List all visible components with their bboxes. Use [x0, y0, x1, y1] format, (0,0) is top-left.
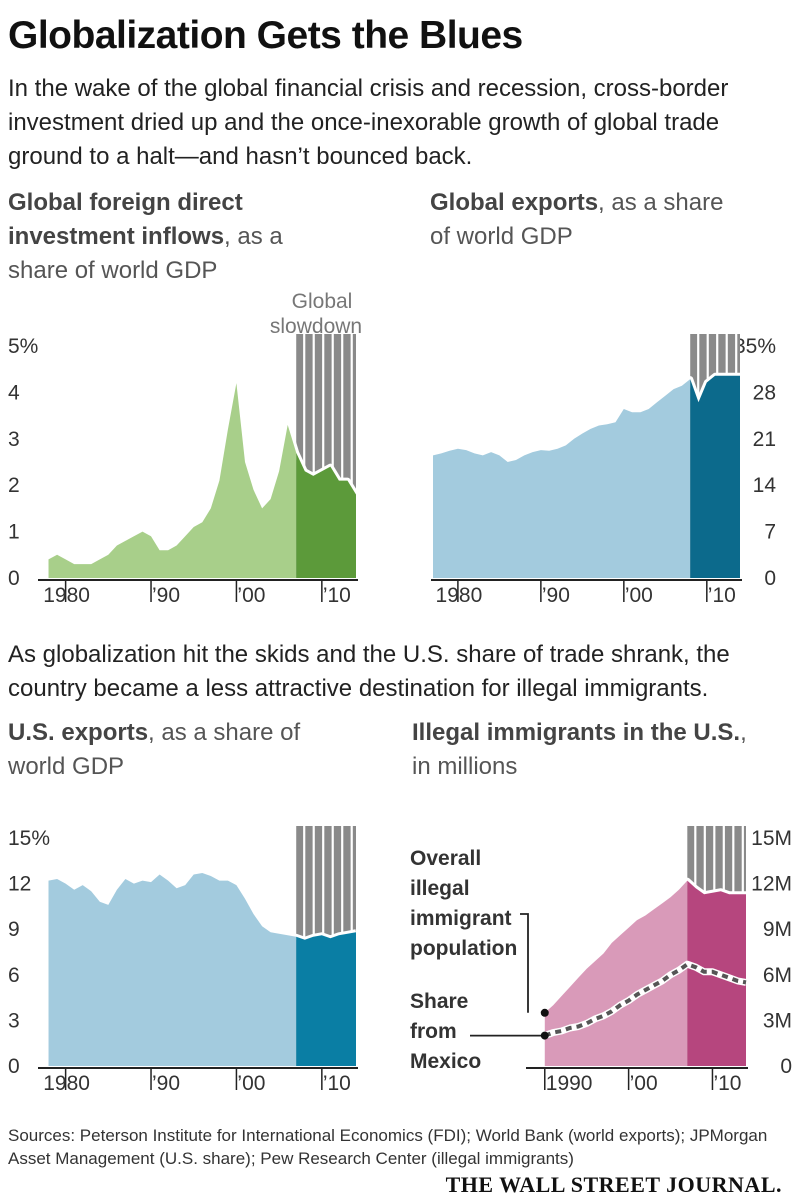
illegal_immigrants-xtick-label: ’00 — [630, 1072, 658, 1095]
us_exports-ytick-label: 6 — [8, 964, 20, 987]
sources-note: Sources: Peterson Institute for Internat… — [8, 1126, 768, 1168]
slowdown-label: Global — [292, 290, 353, 313]
us_exports-xtick-label: 1980 — [43, 1072, 90, 1095]
headline: Globalization Gets the Blues — [8, 14, 523, 57]
world_exports-xtick-label: ’10 — [708, 584, 736, 607]
fdi-ytick-label: 0 — [8, 567, 20, 590]
mid-text: As globalization hit the skids and the U… — [8, 641, 730, 702]
world-exports-chart-title: Global exports, as a share of world GDP — [430, 186, 750, 254]
illegal_immigrants-ytick-label: 9M — [763, 918, 792, 941]
mexico-leader-dot — [540, 1031, 549, 1040]
world_exports-xtick-label: ’00 — [625, 584, 653, 607]
mexico-label: Mexico — [410, 1050, 481, 1073]
us-exports-title-rest: , as a share of world GDP — [8, 719, 301, 780]
world-exports-title-rest: , as a share of world GDP — [430, 189, 724, 250]
world_exports-ytick-label: 28 — [753, 381, 776, 404]
us_exports-ytick-label: 9 — [8, 918, 20, 941]
us-exports-title-bold: U.S. exports — [8, 719, 149, 746]
fdi-area-highlight — [296, 452, 356, 578]
illegal_immigrants-ytick-label: 3M — [763, 1009, 792, 1032]
world_exports-xtick-label: ’90 — [542, 584, 570, 607]
world_exports-ytick-label: 0 — [764, 567, 776, 590]
immigrants-title-rest: , in millions — [412, 719, 747, 780]
us_exports-xtick-label: ’10 — [323, 1072, 351, 1095]
illegal_immigrants-mexico-line — [544, 961, 747, 1038]
overall-label: population — [410, 937, 517, 960]
world_exports-ytick-label: 21 — [753, 428, 776, 451]
us_exports-ytick-label: 0 — [8, 1055, 20, 1078]
us_exports-xtick-label: ’00 — [237, 1072, 265, 1095]
us_exports-ytick-label: 15% — [8, 827, 50, 850]
us_exports-ytick-label: 12 — [8, 873, 31, 896]
world_exports-area-light — [433, 379, 691, 578]
fdi-title-bold: Global foreign direct investment inflows — [8, 189, 243, 250]
fdi-xtick-label: ’10 — [323, 584, 351, 607]
overall-label: immigrant — [410, 907, 512, 930]
us_exports-area-highlight — [296, 932, 356, 1066]
fdi-chart-title: Global foreign direct investment inflows… — [8, 186, 308, 288]
world_exports-ytick-label: 7 — [764, 521, 776, 544]
fdi-ytick-label: 5% — [8, 335, 38, 358]
illegal_immigrants-area-light — [544, 880, 688, 1066]
us-exports-chart-title: U.S. exports, as a share of world GDP — [8, 716, 338, 784]
overall-leader-dot — [540, 1008, 549, 1017]
illegal_immigrants-ytick-label: 0 — [780, 1055, 792, 1078]
illegal_immigrants-ytick-label: 6M — [763, 964, 792, 987]
fdi-ytick-label: 3 — [8, 428, 20, 451]
fdi-xtick-label: ’90 — [152, 584, 180, 607]
us_exports-xtick-label: ’90 — [152, 1072, 180, 1095]
illegal_immigrants-xtick-label: 1990 — [546, 1072, 593, 1095]
mexico-label: Share — [410, 990, 468, 1013]
world_exports-xtick-label: 1980 — [436, 584, 483, 607]
world_exports-ytick-label: 35% — [734, 335, 776, 358]
slowdown-label: slowdown — [270, 315, 362, 338]
illegal_immigrants-ytick-label: 15M — [751, 827, 792, 850]
illegal_immigrants-xtick-label: ’10 — [713, 1072, 741, 1095]
world_exports-area-highlight — [690, 375, 740, 578]
immigrants-title-bold: Illegal immigrants in the U.S. — [412, 719, 741, 746]
overall-label: Overall — [410, 847, 481, 870]
world_exports-ytick-label: 14 — [753, 474, 777, 497]
fdi-area-light — [48, 383, 297, 578]
fdi-ytick-label: 2 — [8, 474, 20, 497]
fdi-xtick-label: ’00 — [237, 584, 265, 607]
us_exports-area-light — [48, 873, 297, 1066]
fdi-ytick-label: 1 — [8, 521, 20, 544]
illegal_immigrants-ytick-label: 12M — [751, 873, 792, 896]
fdi-xtick-label: 1980 — [43, 584, 90, 607]
intro-text: In the wake of the global financial cris… — [8, 75, 729, 170]
publisher-logo: THE WALL STREET JOURNAL. — [445, 1172, 782, 1197]
mexico-label: from — [410, 1020, 457, 1043]
world-exports-title-bold: Global exports — [430, 189, 599, 216]
fdi-ytick-label: 4 — [8, 381, 20, 404]
overall-label: illegal — [410, 877, 470, 900]
overall-leader-line — [520, 913, 529, 1013]
fdi-title-rest: , as a share of world GDP — [8, 223, 283, 284]
immigrants-chart-title: Illegal immigrants in the U.S., in milli… — [412, 716, 752, 784]
us_exports-ytick-label: 3 — [8, 1009, 20, 1032]
